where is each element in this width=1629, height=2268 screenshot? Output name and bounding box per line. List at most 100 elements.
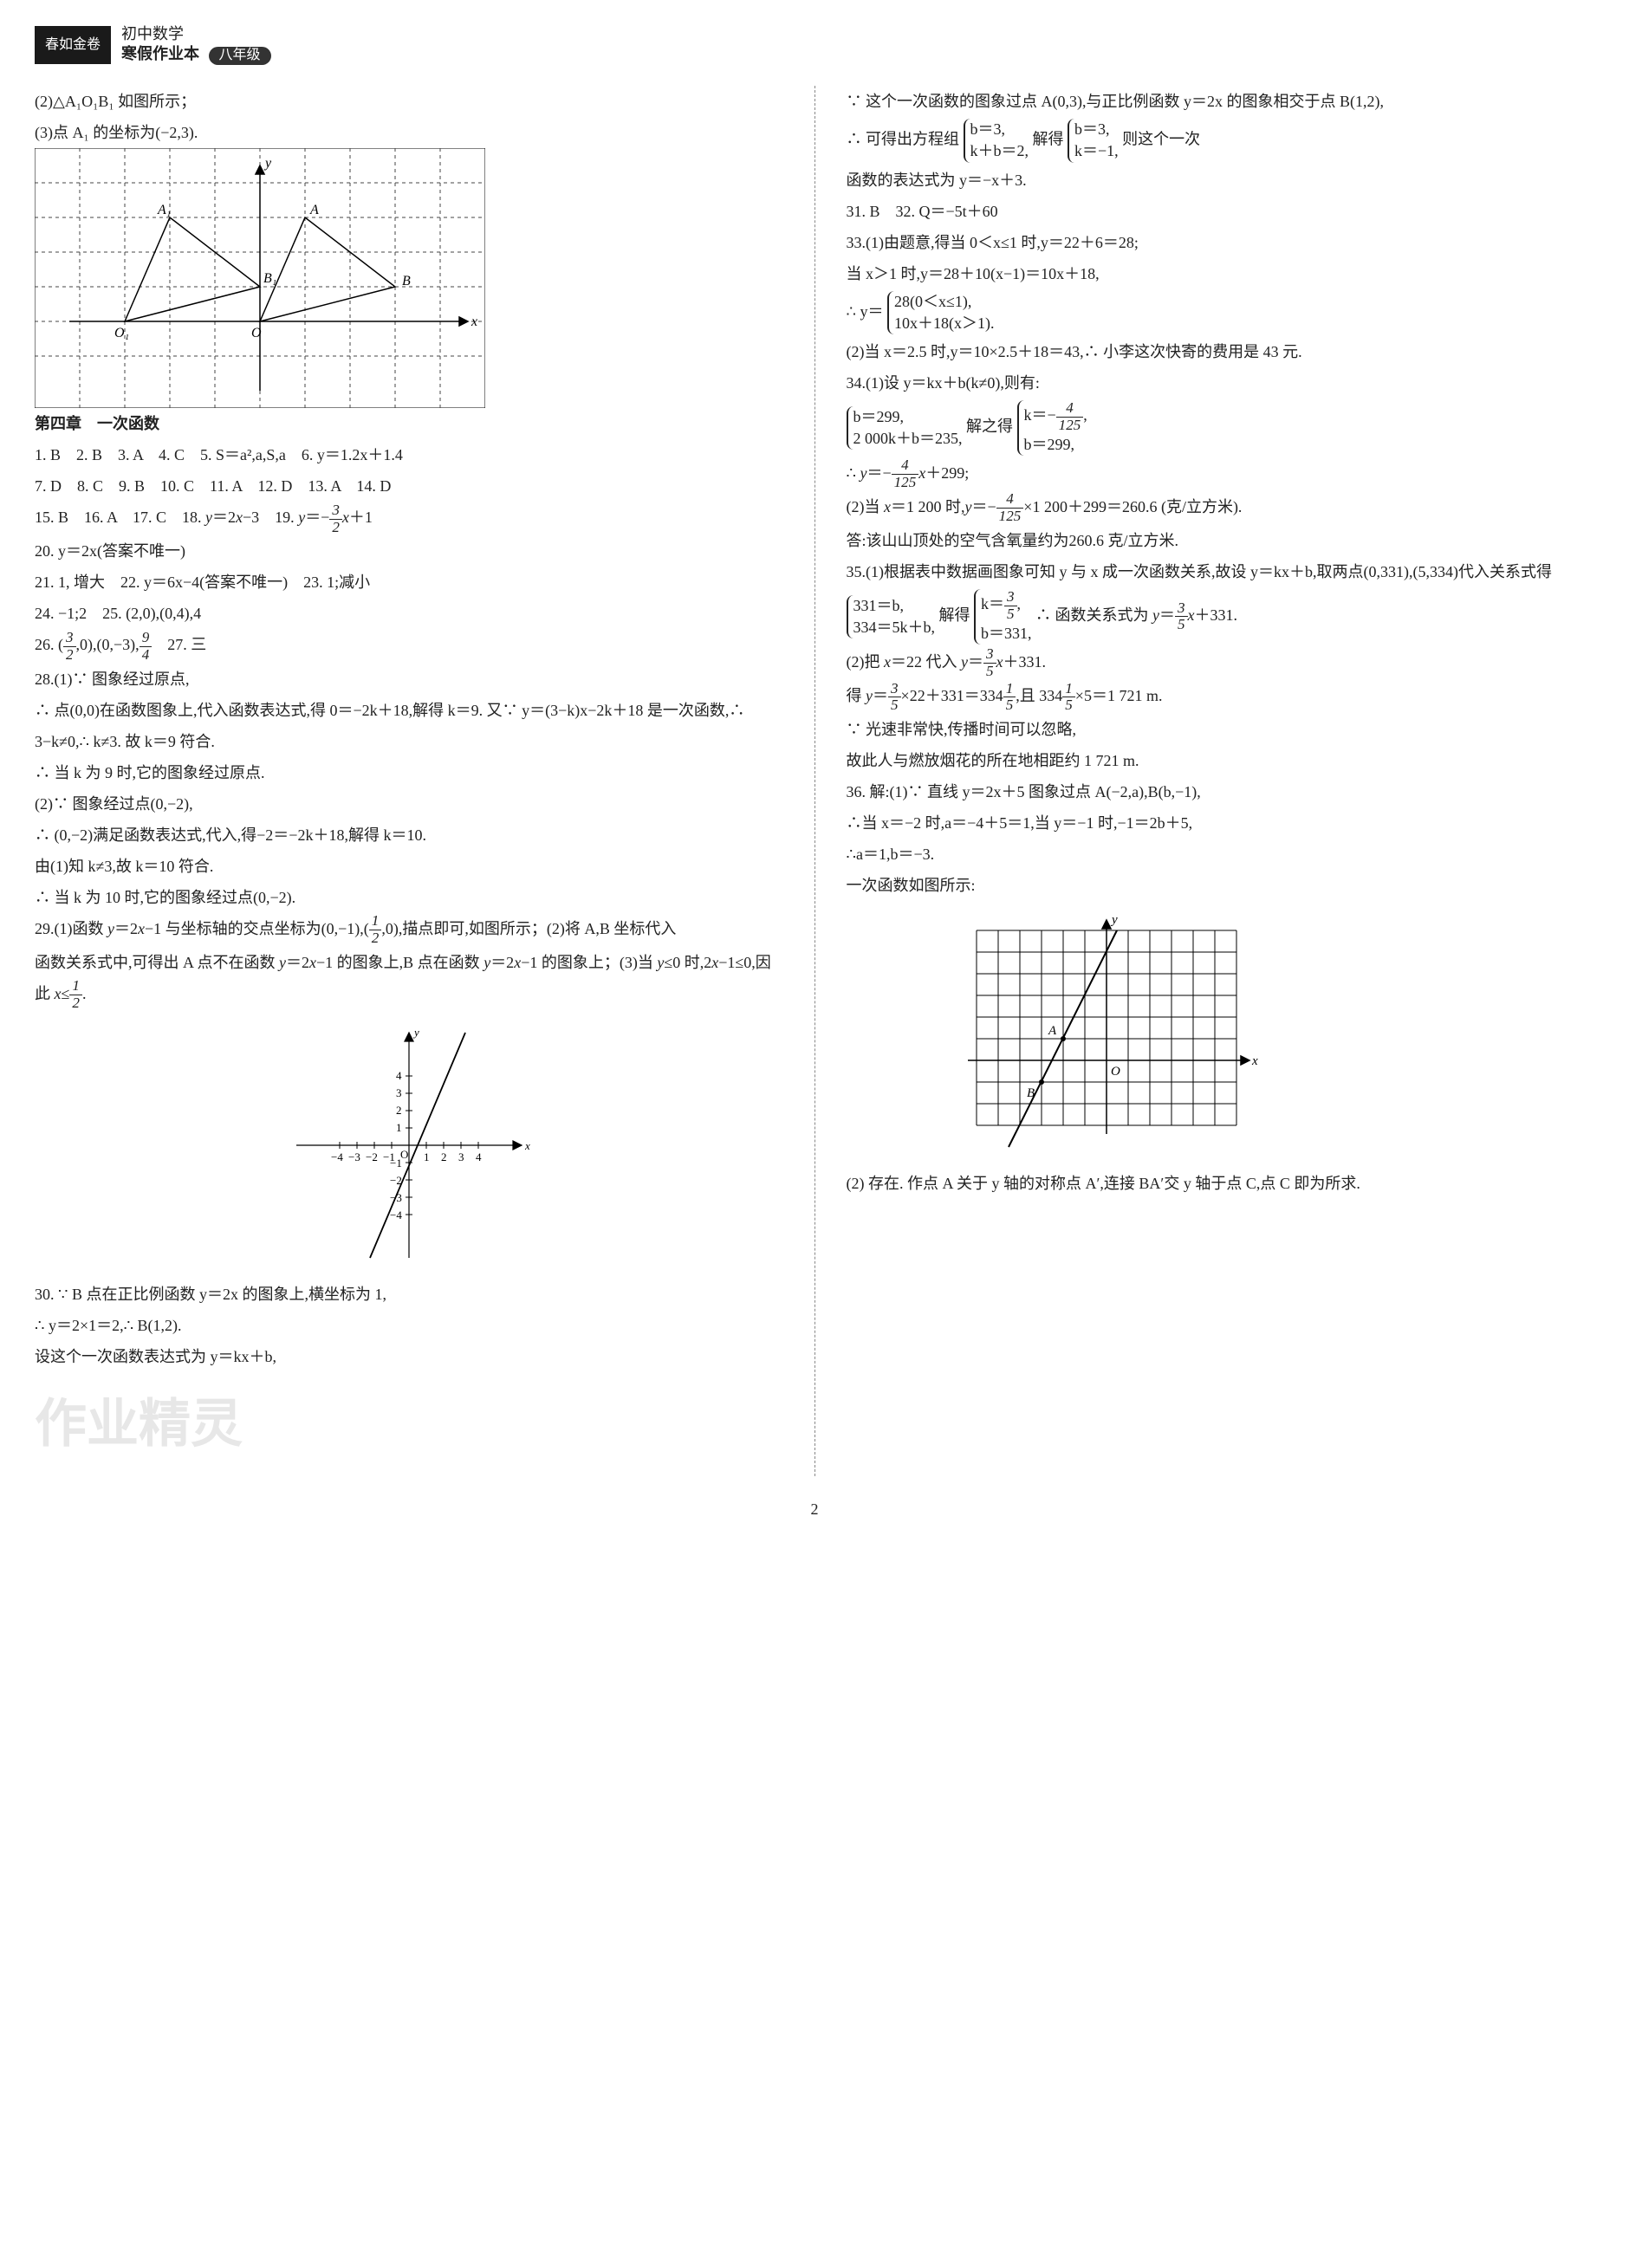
q33-2: 当 x＞1 时,y＝28＋10(x−1)＝10x＋18, xyxy=(847,258,1595,289)
q35-tail: ∴ 函数关系式为 y＝35x＋331. xyxy=(1035,606,1237,624)
graph-triangles: A A₁ B B₁ O O₁ x y xyxy=(35,148,485,408)
svg-text:2: 2 xyxy=(396,1104,402,1117)
q35-brace2: k＝35, b＝331, xyxy=(974,589,1032,645)
q35-2: (2)把 x＝22 代入 y＝35x＋331. xyxy=(847,646,1595,680)
q29-1: 29.(1)函数 y＝2x−1 与坐标轴的交点坐标为(0,−1),(12,0),… xyxy=(35,913,783,947)
svg-text:3: 3 xyxy=(396,1086,402,1099)
answer-line-2: 7. D 8. C 9. B 10. C 11. A 12. D 13. A 1… xyxy=(35,470,783,502)
svg-text:4: 4 xyxy=(476,1150,482,1163)
q35b2b: b＝331, xyxy=(981,625,1032,642)
q34-3: (2)当 x＝1 200 时,y＝−4125×1 200＋299＝260.6 (… xyxy=(847,491,1595,525)
b1a: b＝3, xyxy=(970,120,1006,138)
q28-1: 28.(1)∵ 图象经过原点, xyxy=(35,664,783,695)
brace-sys1: b＝3, k＋b＝2, xyxy=(964,119,1029,162)
book-title: 初中数学 寒假作业本 八年级 xyxy=(121,24,271,65)
svg-text:B₁: B₁ xyxy=(263,271,276,286)
q34-mid: 解之得 xyxy=(966,418,1013,435)
svg-text:−2: −2 xyxy=(366,1150,378,1163)
graph-line-2x-1: −4−3−2−1 1234 4321 −1−2−3−4 x y O xyxy=(279,1015,539,1275)
ans-31-32: 31. B 32. Q＝−5t＋60 xyxy=(847,196,1595,227)
svg-text:x: x xyxy=(524,1139,530,1152)
q34b1a: b＝299, xyxy=(853,408,905,425)
q36-1: 36. 解:(1)∵ 直线 y＝2x＋5 图象过点 A(−2,a),B(b,−1… xyxy=(847,776,1595,807)
q34-sys: b＝299, 2 000k＋b＝235, 解之得 k＝−4125, b＝299, xyxy=(847,399,1595,457)
q28-6: 由(1)知 k≠3,故 k＝10 符合. xyxy=(35,851,783,882)
answer-line-3: 15. B 16. A 17. C 18. y＝2x−3 19. y＝−32x＋… xyxy=(35,502,783,535)
svg-text:3: 3 xyxy=(458,1150,464,1163)
q33-4: (2)当 x＝2.5 时,y＝10×2.5＋18＝43,∴ 小李这次快寄的费用是… xyxy=(847,336,1595,367)
q35-brace1: 331＝b, 334＝5k＋b, xyxy=(847,595,936,638)
chapter-title: 第四章 一次函数 xyxy=(35,408,783,439)
svg-text:O: O xyxy=(1111,1065,1120,1079)
title-line2: 寒假作业本 xyxy=(121,45,199,62)
q35b1b: 334＝5k＋b, xyxy=(853,619,936,636)
q36b: (2) 存在. 作点 A 关于 y 轴的对称点 A′,连接 BA′交 y 轴于点… xyxy=(847,1168,1595,1199)
svg-text:x: x xyxy=(471,314,477,329)
answer-line-6: 24. −1;2 25. (2,0),(0,4),4 xyxy=(35,598,783,629)
svg-text:1: 1 xyxy=(424,1150,430,1163)
q33-1: 33.(1)由题意,得当 0＜x≤1 时,y＝22＋6＝28; xyxy=(847,227,1595,258)
answer-line-4: 20. y＝2x(答案不唯一) xyxy=(35,535,783,567)
q34-brace2: k＝−4125, b＝299, xyxy=(1017,400,1087,456)
q33-brace: 28(0＜x≤1), 10x＋18(x＞1). xyxy=(887,291,995,334)
q34-brace1: b＝299, 2 000k＋b＝235, xyxy=(847,406,963,450)
q33-3: ∴ y＝ 28(0＜x≤1), 10x＋18(x＞1). xyxy=(847,289,1595,336)
ans-2: (2)△A₁O₁B₁ 如图所示； xyxy=(35,86,783,117)
graph-2x-plus-5: A B O x y xyxy=(951,904,1262,1164)
svg-text:2: 2 xyxy=(441,1150,447,1163)
q34-2: ∴ y＝−4125x＋299; xyxy=(847,457,1595,491)
answer-line-5: 21. 1, 增大 22. y＝6x−4(答案不唯一) 23. 1;减小 xyxy=(35,567,783,598)
q35-4: ∵ 光速非常快,传播时间可以忽略, xyxy=(847,714,1595,745)
watermark-bottom: 作业精灵 xyxy=(35,1372,783,1476)
q34-4: 答:该山山顶处的空气含氧量约为260.6 克/立方米. xyxy=(847,525,1595,556)
q30c-2b: 解得 xyxy=(1033,131,1064,148)
q28-7: ∴ 当 k 为 10 时,它的图象经过点(0,−2). xyxy=(35,882,783,913)
q30c-1: ∵ 这个一次函数的图象过点 A(0,3),与正比例函数 y＝2x 的图象相交于点… xyxy=(847,86,1595,117)
svg-text:B: B xyxy=(1027,1086,1035,1100)
svg-text:y: y xyxy=(1110,913,1118,927)
answer-line-1: 1. B 2. B 3. A 4. C 5. S＝a²,a,S,a 6. y＝1… xyxy=(35,439,783,470)
q28-5: ∴ (0,−2)满足函数表达式,代入,得−2＝−2k＋18,解得 k＝10. xyxy=(35,820,783,851)
q33-3a: ∴ y＝ xyxy=(847,302,884,320)
column-divider xyxy=(814,86,815,1476)
svg-text:O₁: O₁ xyxy=(114,326,129,340)
q34b2a: k＝−4125, xyxy=(1024,406,1087,424)
svg-text:O: O xyxy=(400,1148,408,1161)
q30-1: 30. ∵ B 点在正比例函数 y＝2x 的图象上,横坐标为 1, xyxy=(35,1279,783,1310)
q28-2: ∴ 点(0,0)在函数图象上,代入函数表达式,得 0＝−2k＋18,解得 k＝9… xyxy=(35,695,783,757)
q30c-2c: 则这个一次 xyxy=(1122,131,1200,148)
q29-2: 函数关系式中,可得出 A 点不在函数 y＝2x−1 的图象上,B 点在函数 y＝… xyxy=(35,947,783,1012)
page-header: 春如金卷 初中数学 寒假作业本 八年级 xyxy=(35,24,1594,65)
q34b2b: b＝299, xyxy=(1024,436,1075,453)
q30c-3: 函数的表达式为 y＝−x＋3. xyxy=(847,165,1595,196)
svg-text:1: 1 xyxy=(396,1121,402,1134)
q35b2a: k＝35, xyxy=(981,595,1021,612)
svg-text:x: x xyxy=(1251,1054,1258,1068)
two-column-layout: (2)△A₁O₁B₁ 如图所示； (3)点 A₁ 的坐标为(−2,3). xyxy=(35,86,1594,1476)
q36-2: ∴当 x＝−2 时,a＝−4＋5＝1,当 y＝−1 时,−1＝2b＋5, xyxy=(847,807,1595,839)
q30-2: ∴ y＝2×1＝2,∴ B(1,2). xyxy=(35,1310,783,1341)
svg-text:4: 4 xyxy=(396,1069,402,1082)
svg-text:y: y xyxy=(412,1026,419,1039)
grade-badge: 八年级 xyxy=(209,47,271,65)
svg-text:−3: −3 xyxy=(348,1150,360,1163)
b1b: k＋b＝2, xyxy=(970,142,1029,159)
q28-4: (2)∵ 图象经过点(0,−2), xyxy=(35,788,783,820)
answer-line-7: 26. (32,0),(0,−3),94 27. 三 xyxy=(35,629,783,663)
brace-sys2: b＝3, k＝−1, xyxy=(1068,119,1119,162)
ans-3: (3)点 A₁ 的坐标为(−2,3). xyxy=(35,117,783,148)
title-line2-wrap: 寒假作业本 八年级 xyxy=(121,44,271,65)
left-column: (2)△A₁O₁B₁ 如图所示； (3)点 A₁ 的坐标为(−2,3). xyxy=(35,86,783,1476)
svg-text:A: A xyxy=(309,203,319,217)
q36-3: ∴a＝1,b＝−3. xyxy=(847,839,1595,870)
right-column: ∵ 这个一次函数的图象过点 A(0,3),与正比例函数 y＝2x 的图象相交于点… xyxy=(847,86,1595,1476)
q34b1b: 2 000k＋b＝235, xyxy=(853,430,963,447)
q28-3: ∴ 当 k 为 9 时,它的图象经过原点. xyxy=(35,757,783,788)
q30c-2a: ∴ 可得出方程组 xyxy=(847,131,960,148)
svg-text:O: O xyxy=(251,326,262,340)
q35-5: 故此人与燃放烟花的所在地相距约 1 721 m. xyxy=(847,745,1595,776)
q36-4: 一次函数如图所示: xyxy=(847,870,1595,901)
q30c-2: ∴ 可得出方程组 b＝3, k＋b＝2, 解得 b＝3, k＝−1, 则这个一次 xyxy=(847,117,1595,164)
svg-text:−4: −4 xyxy=(390,1209,402,1221)
page-number: 2 xyxy=(35,1494,1594,1525)
